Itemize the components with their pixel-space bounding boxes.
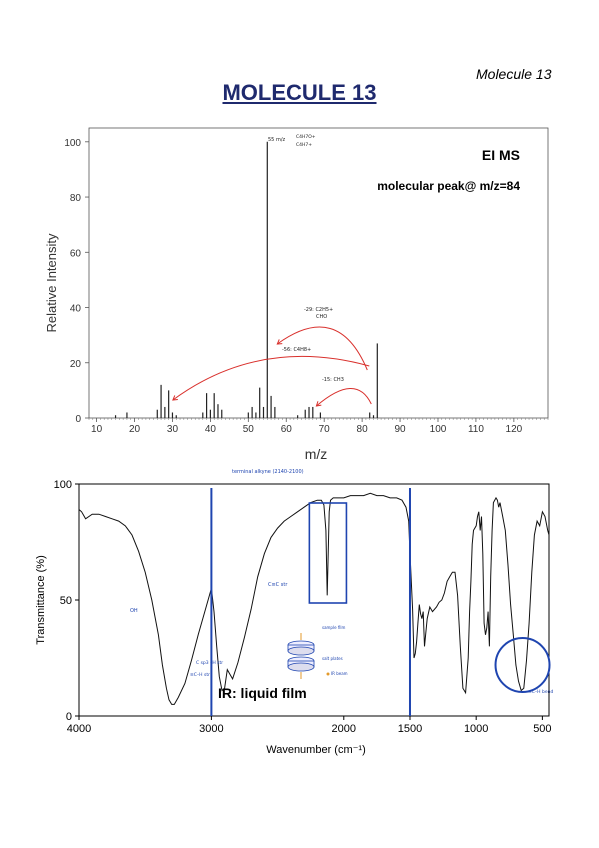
- ir-region-markers: [210, 488, 551, 716]
- ir-bend-label: ≡C–H bend: [528, 689, 553, 695]
- ms-molecular-peak-label: molecular peak@ m/z=84: [377, 179, 520, 193]
- ms-x-tick-label: 110: [468, 424, 484, 435]
- ms-x-tick-label: 120: [506, 424, 523, 435]
- ms-arrow-loss-15: [316, 388, 372, 407]
- ms-arrow-loss-15-head: [315, 401, 322, 407]
- ms-x-tick-label: 10: [91, 424, 103, 435]
- ms-y-tick-label: 0: [75, 414, 81, 425]
- ms-y-tick-label: 100: [64, 138, 81, 149]
- ms-loss-29-label: -29: C2H5+: [304, 307, 333, 313]
- ms-frame-rect: [88, 127, 549, 419]
- ir-frame-rect: [78, 483, 550, 717]
- ir-cell-label-3: IR beam: [331, 671, 348, 676]
- ir-y-tick-label: 0: [66, 711, 72, 723]
- ms-x-tick-label: 70: [319, 424, 331, 435]
- ms-y-tick-label: 60: [70, 248, 82, 259]
- ir-spectrum-line: [78, 492, 550, 705]
- ir-cell-label-1: sample film: [322, 625, 345, 630]
- ms-base-peak-note: 55 m/z: [268, 137, 286, 143]
- ir-plot-frame: [78, 483, 550, 717]
- ir-alkyne-box: [308, 502, 348, 604]
- ir-x-tick-label: 2000: [332, 723, 356, 735]
- ms-x-tick-label: 30: [167, 424, 179, 435]
- ir-bend-circle: [494, 637, 551, 693]
- ms-arrow-loss-29: [276, 326, 368, 371]
- ir-y-tick-label: 50: [60, 595, 72, 607]
- ms-axis-ticks: 10 20 30 40 50 60 70 80 90 100 110 120 0 20 40 60 80 100: [64, 138, 549, 435]
- ir-spectrum-chart: 4000 3000 2000 1500 1000 500 0 50 100 Transmitta…: [35, 469, 553, 756]
- ms-y-tick-label: 80: [70, 193, 82, 204]
- ir-x-tick-label: 1000: [464, 723, 488, 735]
- ms-x-tick-label: 40: [205, 424, 217, 435]
- ms-x-tick-label: 20: [129, 424, 141, 435]
- ir-axis-ticks: 4000 3000 2000 1500 1000 500 0 50 100: [54, 479, 552, 735]
- ms-base-peak-formula-1: C4H7O+: [296, 134, 316, 140]
- ir-y-tick-label: 100: [54, 479, 72, 491]
- ms-base-peak-formula-2: C4H7+: [296, 142, 312, 148]
- ir-x-tick-label: 3000: [199, 723, 223, 735]
- ir-salt-plate-diagram: [287, 633, 330, 679]
- corner-label: Molecule 13: [476, 66, 552, 82]
- ms-ylabel: Relative Intensity: [44, 233, 59, 332]
- ms-y-tick-label: 40: [70, 304, 82, 315]
- ms-xlabel: m/z: [305, 446, 328, 462]
- ir-csc-label: C≡C str: [268, 582, 288, 588]
- ir-top-note: terminal alkyne (2140-2100): [232, 469, 304, 475]
- ir-cell-label-2: salt plates: [322, 656, 343, 661]
- ms-x-tick-label: 60: [281, 424, 293, 435]
- ms-arrow-loss-56-head: [172, 395, 178, 401]
- ms-loss-15-label: -15: CH3: [322, 377, 344, 383]
- mass-spectrum-chart: 10 20 30 40 50 60 70 80 90 100 110 120020406080100 …: [44, 127, 549, 462]
- ms-y-tick-label: 20: [70, 359, 82, 370]
- ir-x-tick-label: 500: [533, 723, 551, 735]
- ir-method-label: IR: liquid film: [218, 685, 307, 701]
- ms-loss-29b-label: CHO: [316, 314, 327, 320]
- page-title: MOLECULE 13: [222, 80, 377, 105]
- ms-arrow-loss-56: [172, 355, 370, 401]
- ms-x-tick-label: 50: [243, 424, 255, 435]
- ms-arrow-loss-29-head: [276, 339, 283, 345]
- ir-ylabel: Transmittance (%): [35, 555, 47, 644]
- ms-type-label: EI MS: [482, 147, 520, 163]
- ms-x-tick-label: 100: [430, 424, 447, 435]
- ir-oh-label: OH: [130, 608, 138, 614]
- ir-x-tick-label: 1500: [398, 723, 422, 735]
- ms-plot-frame: [88, 127, 549, 419]
- ir-x-tick-label: 4000: [67, 723, 91, 735]
- ms-bars: [114, 141, 378, 418]
- ir-xlabel: Wavenumber (cm⁻¹): [266, 744, 366, 756]
- ir-csph-label: ≡C–H str: [190, 672, 210, 678]
- ir-csp3h-label: C sp3 –H str: [196, 660, 223, 666]
- ms-fragment-arrows: [172, 326, 372, 407]
- ms-x-tick-label: 90: [394, 424, 406, 435]
- ms-x-tick-label: 80: [357, 424, 369, 435]
- ms-loss-56-label: -56: C4H8+: [282, 347, 311, 353]
